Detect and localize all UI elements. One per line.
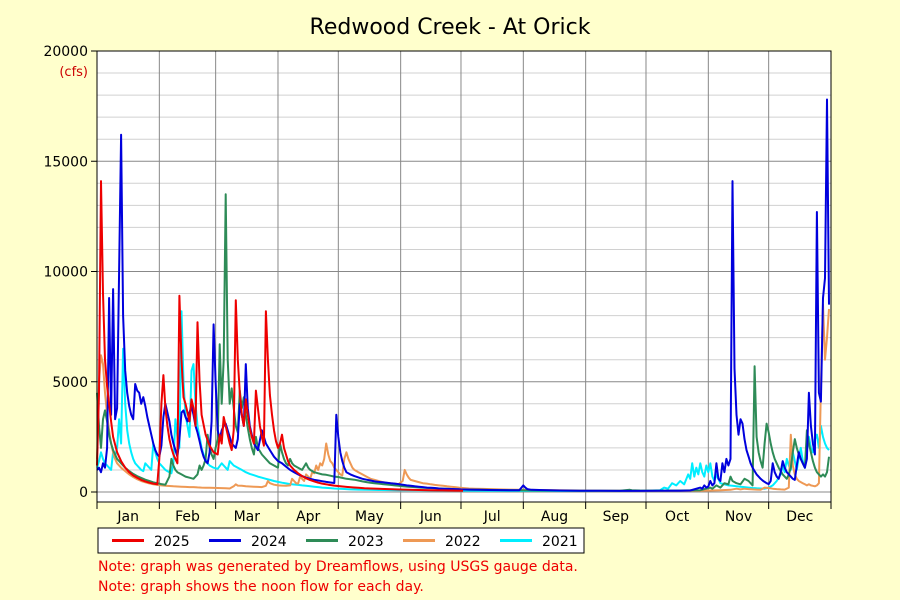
legend-label-2025: 2025	[154, 534, 190, 550]
x-tick-label-sep: Sep	[603, 509, 630, 525]
series-lines	[96, 98, 830, 492]
x-tick-label-jun: Jun	[419, 509, 442, 525]
y-axis-unit-label: (cfs)	[59, 65, 88, 80]
y-tick-label: 15000	[43, 154, 88, 170]
y-tick-label: 20000	[43, 44, 88, 60]
legend: 2025 2024 2023 2022 2021	[112, 534, 578, 550]
legend-label-2022: 2022	[445, 534, 481, 550]
y-tick-label: 5000	[52, 375, 88, 391]
x-tick-label-jul: Jul	[483, 509, 501, 525]
x-tick-label-aug: Aug	[541, 509, 568, 525]
chart-title: Redwood Creek - At Orick	[310, 15, 591, 40]
legend-label-2021: 2021	[542, 534, 578, 550]
plot-frame	[96, 50, 832, 503]
grid-lines	[97, 50, 831, 502]
x-tick-label-may: May	[355, 509, 384, 525]
series-line-2024	[96, 98, 830, 492]
x-tick-label-nov: Nov	[725, 509, 752, 525]
x-tick-label-mar: Mar	[234, 509, 261, 525]
series-line-2025	[96, 180, 464, 492]
x-tick-label-apr: Apr	[296, 509, 320, 525]
y-tick-label: 10000	[43, 265, 88, 281]
series-line-2022	[96, 303, 830, 492]
legend-label-2023: 2023	[348, 534, 384, 550]
legend-label-2024: 2024	[251, 534, 287, 550]
x-tick-label-oct: Oct	[665, 509, 690, 525]
x-tick-label-feb: Feb	[175, 509, 200, 525]
axes: 0 5000 10000 15000 20000 Jan Feb Mar Apr May Jun Ju…	[43, 44, 832, 525]
series-line-2023	[96, 193, 830, 492]
note-noon-flow: Note: graph shows the noon flow for each…	[98, 579, 424, 595]
note-data-source: Note: graph was generated by Dreamflows,…	[98, 559, 578, 575]
x-tick-label-jan: Jan	[116, 509, 139, 525]
y-tick-label: 0	[79, 485, 88, 501]
x-tick-label-dec: Dec	[786, 509, 813, 525]
